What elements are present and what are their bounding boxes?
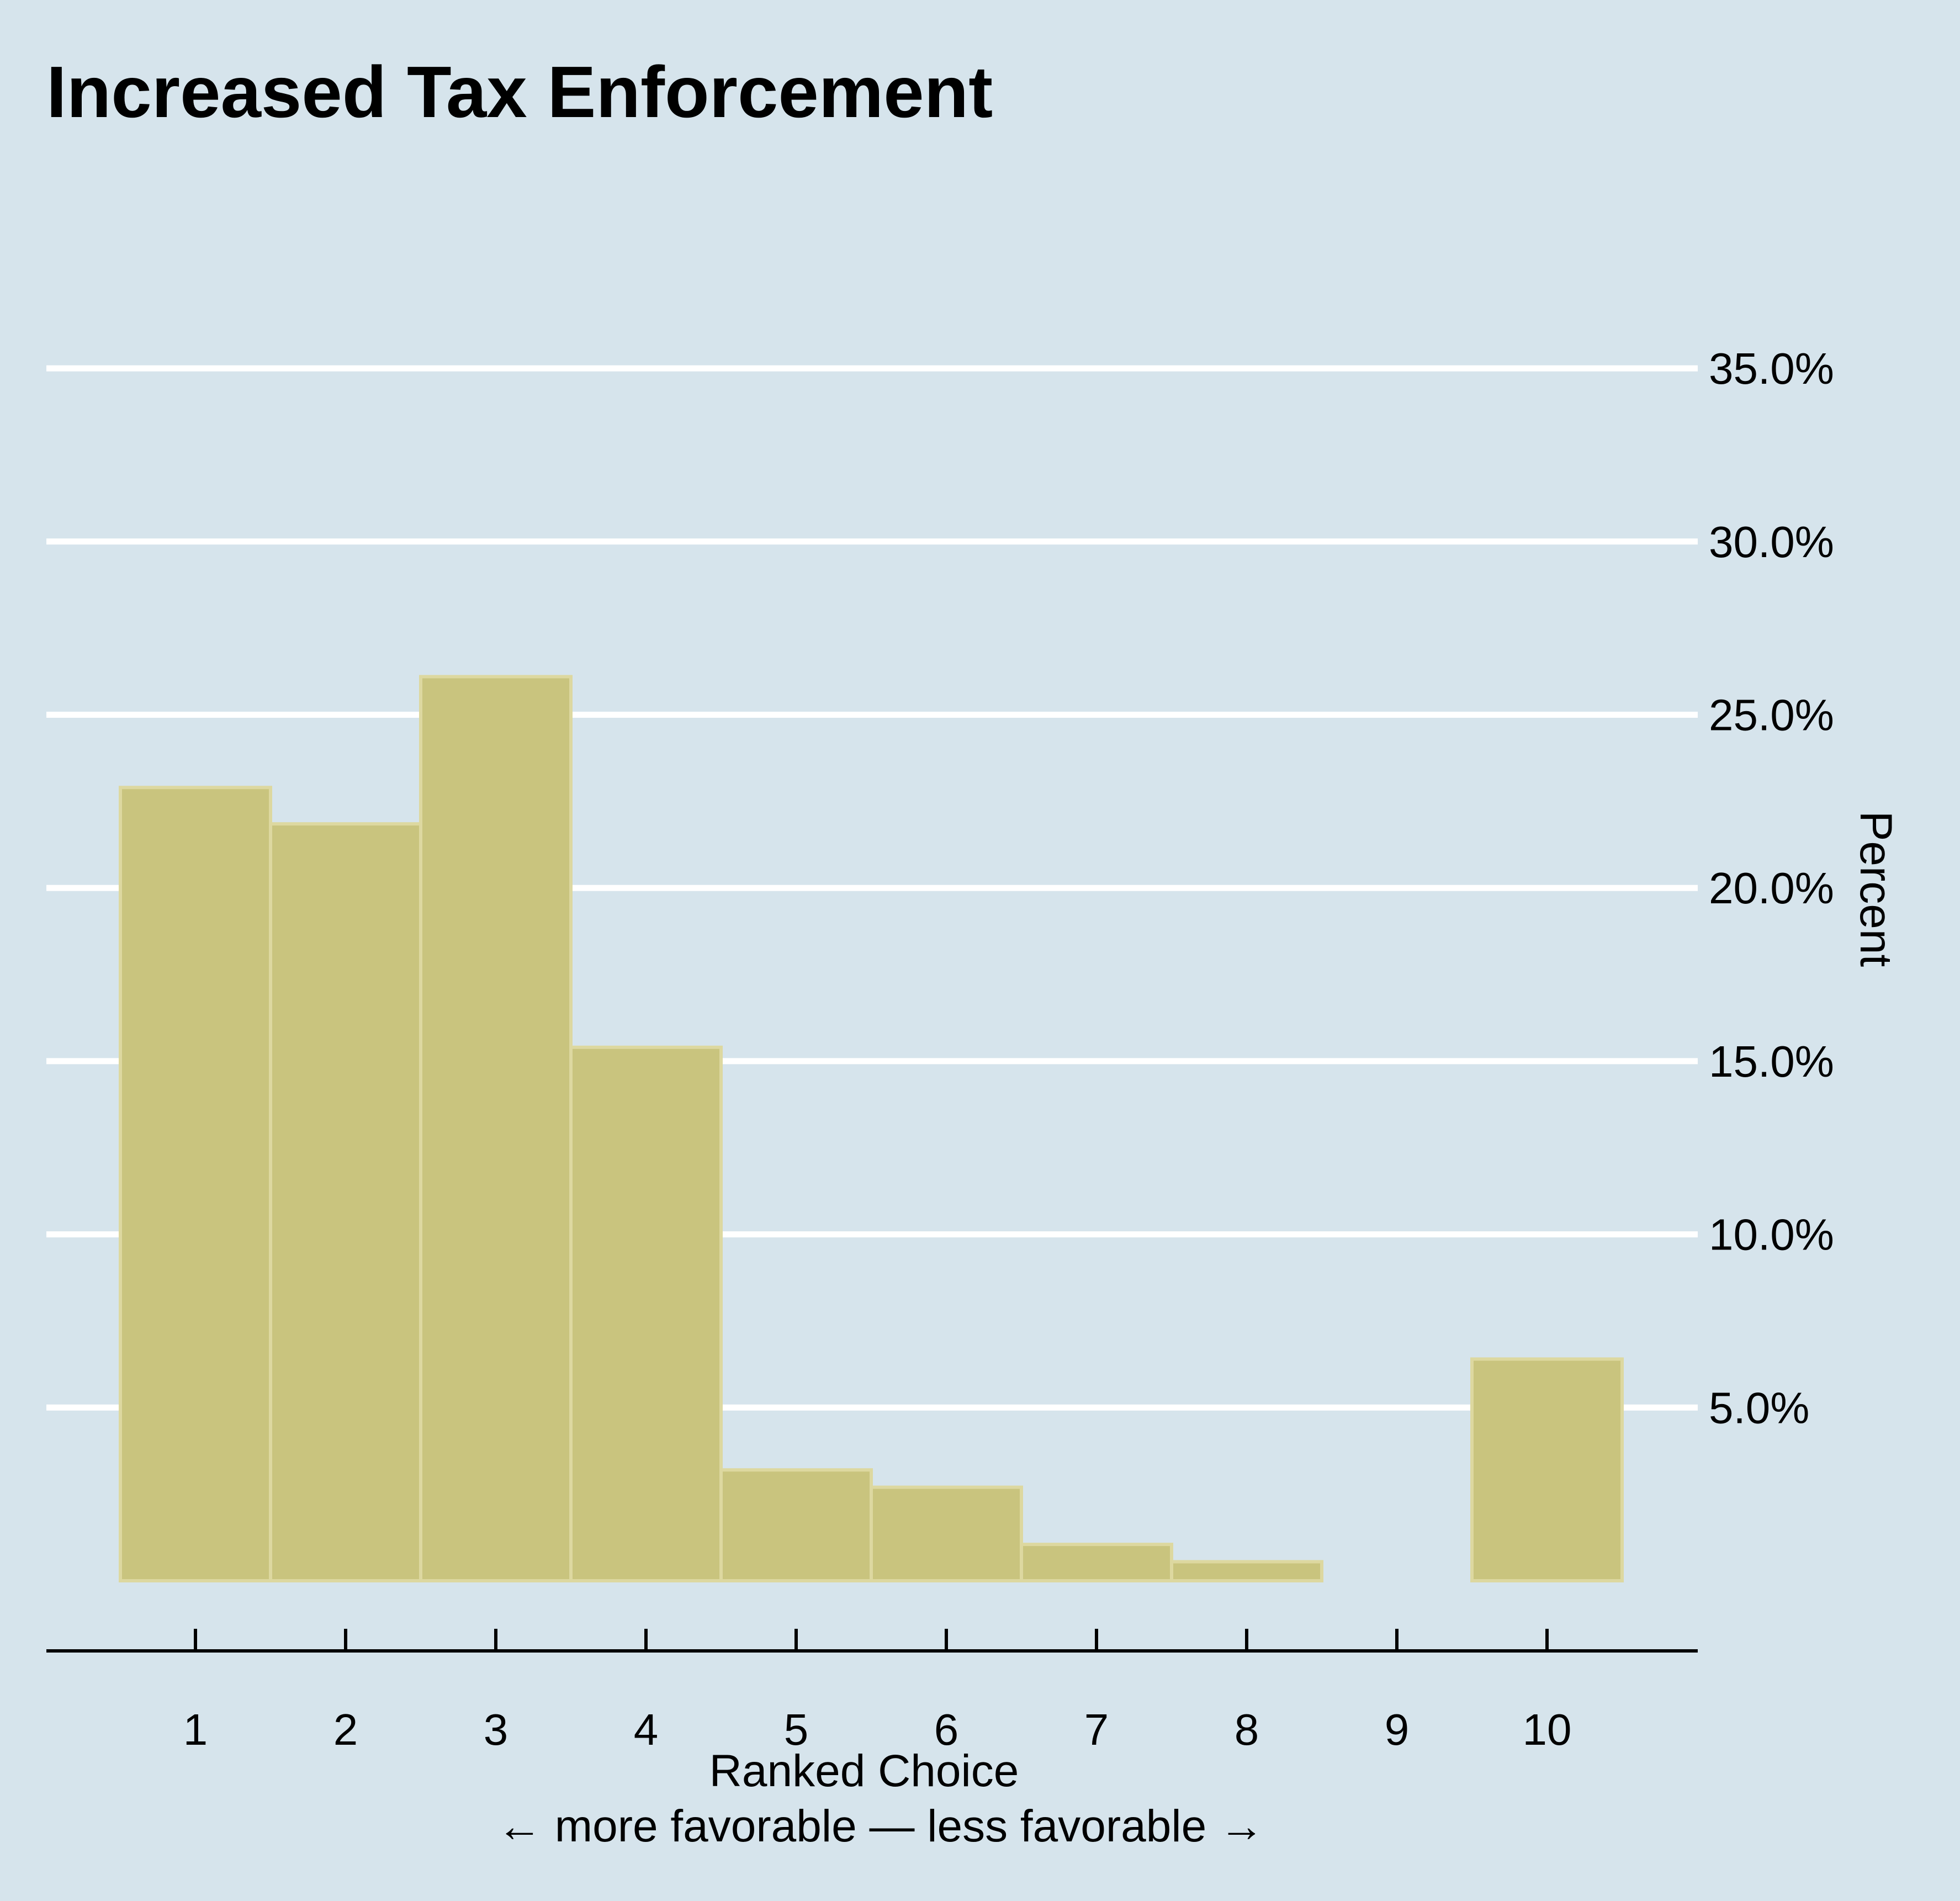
x-tick-label: 5 xyxy=(784,1705,809,1754)
y-tick-label: 25.0% xyxy=(1709,691,1834,740)
x-tick-label: 7 xyxy=(1084,1705,1109,1754)
y-tick-label: 35.0% xyxy=(1709,344,1834,393)
y-tick-label: 20.0% xyxy=(1709,864,1834,913)
bars xyxy=(119,675,1624,1583)
chart-title: Increased Tax Enforcement xyxy=(46,51,993,133)
y-axis-title: Percent xyxy=(1851,811,1901,967)
y-tick-label: 30.0% xyxy=(1709,517,1834,566)
bar-4 xyxy=(569,1045,723,1582)
bar-8 xyxy=(1170,1560,1323,1582)
x-tick-label: 6 xyxy=(934,1705,959,1754)
x-tick-label: 4 xyxy=(634,1705,659,1754)
x-tick-label: 10 xyxy=(1523,1705,1572,1754)
x-tick-label: 8 xyxy=(1235,1705,1259,1754)
bar-1 xyxy=(119,786,272,1582)
bar-3 xyxy=(419,675,573,1582)
bar-7 xyxy=(1020,1543,1173,1583)
x-axis-title: Ranked Choice xyxy=(709,1746,1019,1796)
y-tick-label: 5.0% xyxy=(1709,1383,1809,1432)
x-tick-label: 3 xyxy=(484,1705,508,1754)
x-tick-label: 1 xyxy=(183,1705,208,1754)
x-axis-direction-note: ← more favorable — less favorable → xyxy=(497,1801,1264,1851)
x-tick-label: 2 xyxy=(333,1705,358,1754)
bar-5 xyxy=(719,1468,873,1582)
x-axis: 1 2 3 4 5 6 7 8 9 10 xyxy=(46,1629,1698,1754)
y-axis: 5.0% 10.0% 15.0% 20.0% 25.0% 30.0% 35.0% xyxy=(1709,344,1834,1432)
bar-10 xyxy=(1470,1357,1624,1583)
x-tick-label: 9 xyxy=(1385,1705,1410,1754)
y-tick-label: 10.0% xyxy=(1709,1210,1834,1259)
y-tick-label: 15.0% xyxy=(1709,1037,1834,1086)
bar-6 xyxy=(870,1485,1023,1583)
bar-2 xyxy=(269,822,422,1582)
